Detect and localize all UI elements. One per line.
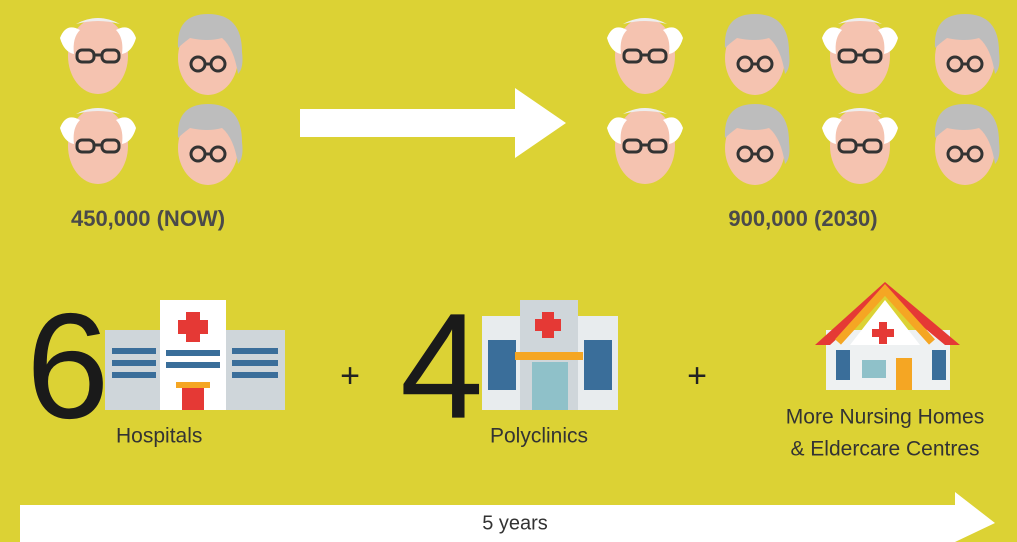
plus: +	[340, 357, 360, 395]
nursing-home-icon	[815, 282, 960, 390]
timeline-label: 5 years	[482, 512, 548, 534]
nursing-label: More Nursing Homes	[786, 406, 984, 429]
plus: +	[687, 357, 707, 395]
polyclinic-icon	[482, 300, 618, 410]
now-label: 450,000 (NOW)	[71, 206, 225, 231]
hospital-count: 6	[26, 282, 109, 450]
nursing-label: & Eldercare Centres	[790, 438, 979, 461]
polyclinic-label: Polyclinics	[490, 425, 588, 448]
seniors-future	[605, 12, 1001, 187]
future-label: 900,000 (2030)	[728, 206, 877, 231]
hospital-icon	[105, 300, 285, 410]
polyclinic-count: 4	[400, 282, 483, 450]
growth-arrow	[300, 88, 566, 158]
hospital-label: Hospitals	[116, 425, 202, 448]
timeline-arrow	[20, 492, 995, 542]
seniors-now	[58, 12, 244, 187]
